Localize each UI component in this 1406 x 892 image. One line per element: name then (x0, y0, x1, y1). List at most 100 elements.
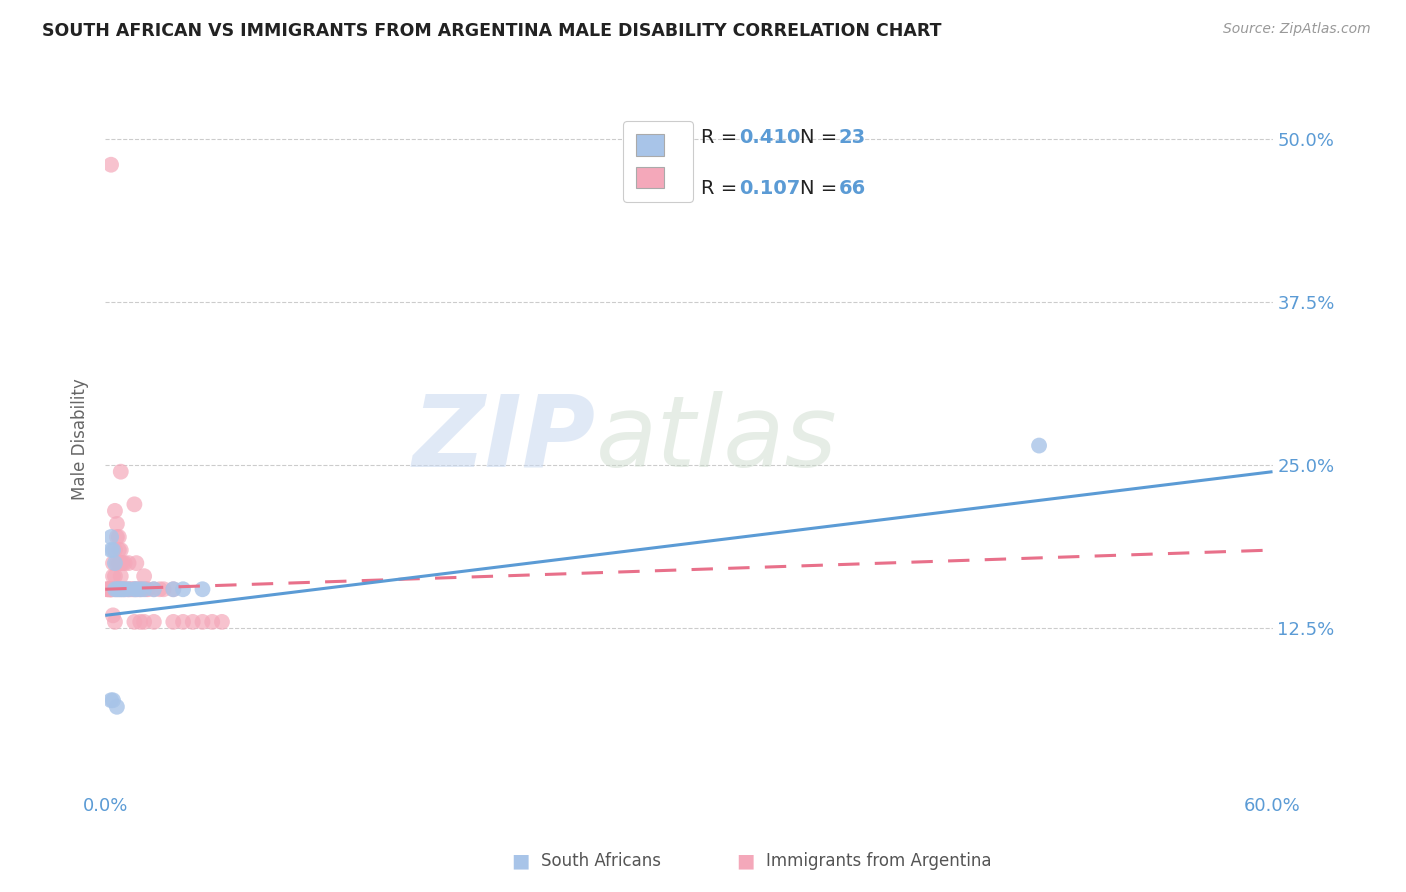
Point (114, 556, 136, 570)
Point (98, 582, 121, 597)
Text: N =: N = (800, 128, 844, 147)
Point (104, 569, 127, 583)
Point (142, 615, 165, 629)
Point (105, 582, 128, 597)
Point (114, 582, 136, 597)
Point (124, 582, 146, 597)
Point (100, 582, 122, 597)
Text: 0.410: 0.410 (740, 128, 800, 147)
Point (152, 582, 174, 597)
Point (100, 530, 122, 544)
Point (191, 582, 214, 597)
Point (117, 556, 139, 570)
Text: ■: ■ (510, 851, 530, 871)
Point (117, 582, 139, 597)
Point (124, 582, 146, 597)
Text: 0.107: 0.107 (740, 179, 800, 198)
Point (110, 543, 132, 558)
Point (162, 615, 184, 629)
Point (172, 615, 194, 629)
Text: ■: ■ (735, 851, 755, 871)
Point (172, 582, 194, 597)
Point (105, 699, 128, 714)
Point (110, 582, 132, 597)
Point (104, 582, 127, 597)
Y-axis label: Male Disability: Male Disability (72, 378, 89, 500)
Point (124, 497, 146, 511)
Point (108, 556, 131, 570)
Text: R =: R = (700, 128, 742, 147)
Legend: , : , (623, 120, 693, 202)
Point (110, 465, 132, 479)
Point (108, 530, 131, 544)
Point (125, 582, 148, 597)
Point (100, 158, 122, 172)
Text: Source: ZipAtlas.com: Source: ZipAtlas.com (1223, 22, 1371, 37)
Point (101, 582, 124, 597)
Point (96, 582, 118, 597)
Point (129, 582, 152, 597)
Point (131, 582, 153, 597)
Point (162, 582, 184, 597)
Text: Immigrants from Argentina: Immigrants from Argentina (766, 852, 991, 870)
Point (111, 582, 134, 597)
Point (101, 569, 124, 583)
Point (142, 582, 165, 597)
Point (98, 582, 121, 597)
Point (104, 504, 127, 518)
Point (100, 693, 122, 707)
Text: ZIP: ZIP (412, 391, 596, 488)
Point (101, 556, 124, 570)
Point (125, 556, 148, 570)
Point (124, 615, 146, 629)
Point (105, 582, 128, 597)
Point (181, 615, 204, 629)
Point (111, 556, 134, 570)
Text: South Africans: South Africans (541, 852, 661, 870)
Point (211, 615, 233, 629)
Point (136, 582, 159, 597)
Point (105, 556, 128, 570)
Point (100, 582, 122, 597)
Point (110, 582, 132, 597)
Point (101, 543, 124, 558)
Point (129, 615, 152, 629)
Point (96, 582, 118, 597)
Text: R =: R = (700, 179, 742, 198)
Point (100, 582, 122, 597)
Point (142, 582, 165, 597)
Point (114, 582, 136, 597)
Point (115, 582, 138, 597)
Point (98, 582, 121, 597)
Point (108, 582, 131, 597)
Point (100, 582, 122, 597)
Text: 66: 66 (838, 179, 866, 198)
Point (111, 582, 134, 597)
Text: SOUTH AFRICAN VS IMMIGRANTS FROM ARGENTINA MALE DISABILITY CORRELATION CHART: SOUTH AFRICAN VS IMMIGRANTS FROM ARGENTI… (42, 22, 942, 40)
Point (201, 615, 224, 629)
Point (191, 615, 214, 629)
Point (108, 543, 131, 558)
Text: N =: N = (800, 179, 844, 198)
Text: 23: 23 (838, 128, 866, 147)
Point (1028, 439, 1050, 453)
Point (104, 615, 127, 629)
Point (117, 582, 139, 597)
Point (104, 543, 127, 558)
Point (104, 582, 127, 597)
Point (101, 608, 124, 623)
Point (134, 569, 156, 583)
Point (134, 615, 156, 629)
Point (100, 543, 122, 558)
Point (105, 516, 128, 531)
Point (120, 582, 142, 597)
Point (135, 582, 157, 597)
Point (110, 569, 132, 583)
Point (110, 556, 132, 570)
Point (104, 556, 127, 570)
Point (149, 582, 172, 597)
Point (100, 582, 122, 597)
Point (101, 693, 124, 707)
Point (129, 582, 152, 597)
Text: atlas: atlas (596, 391, 837, 488)
